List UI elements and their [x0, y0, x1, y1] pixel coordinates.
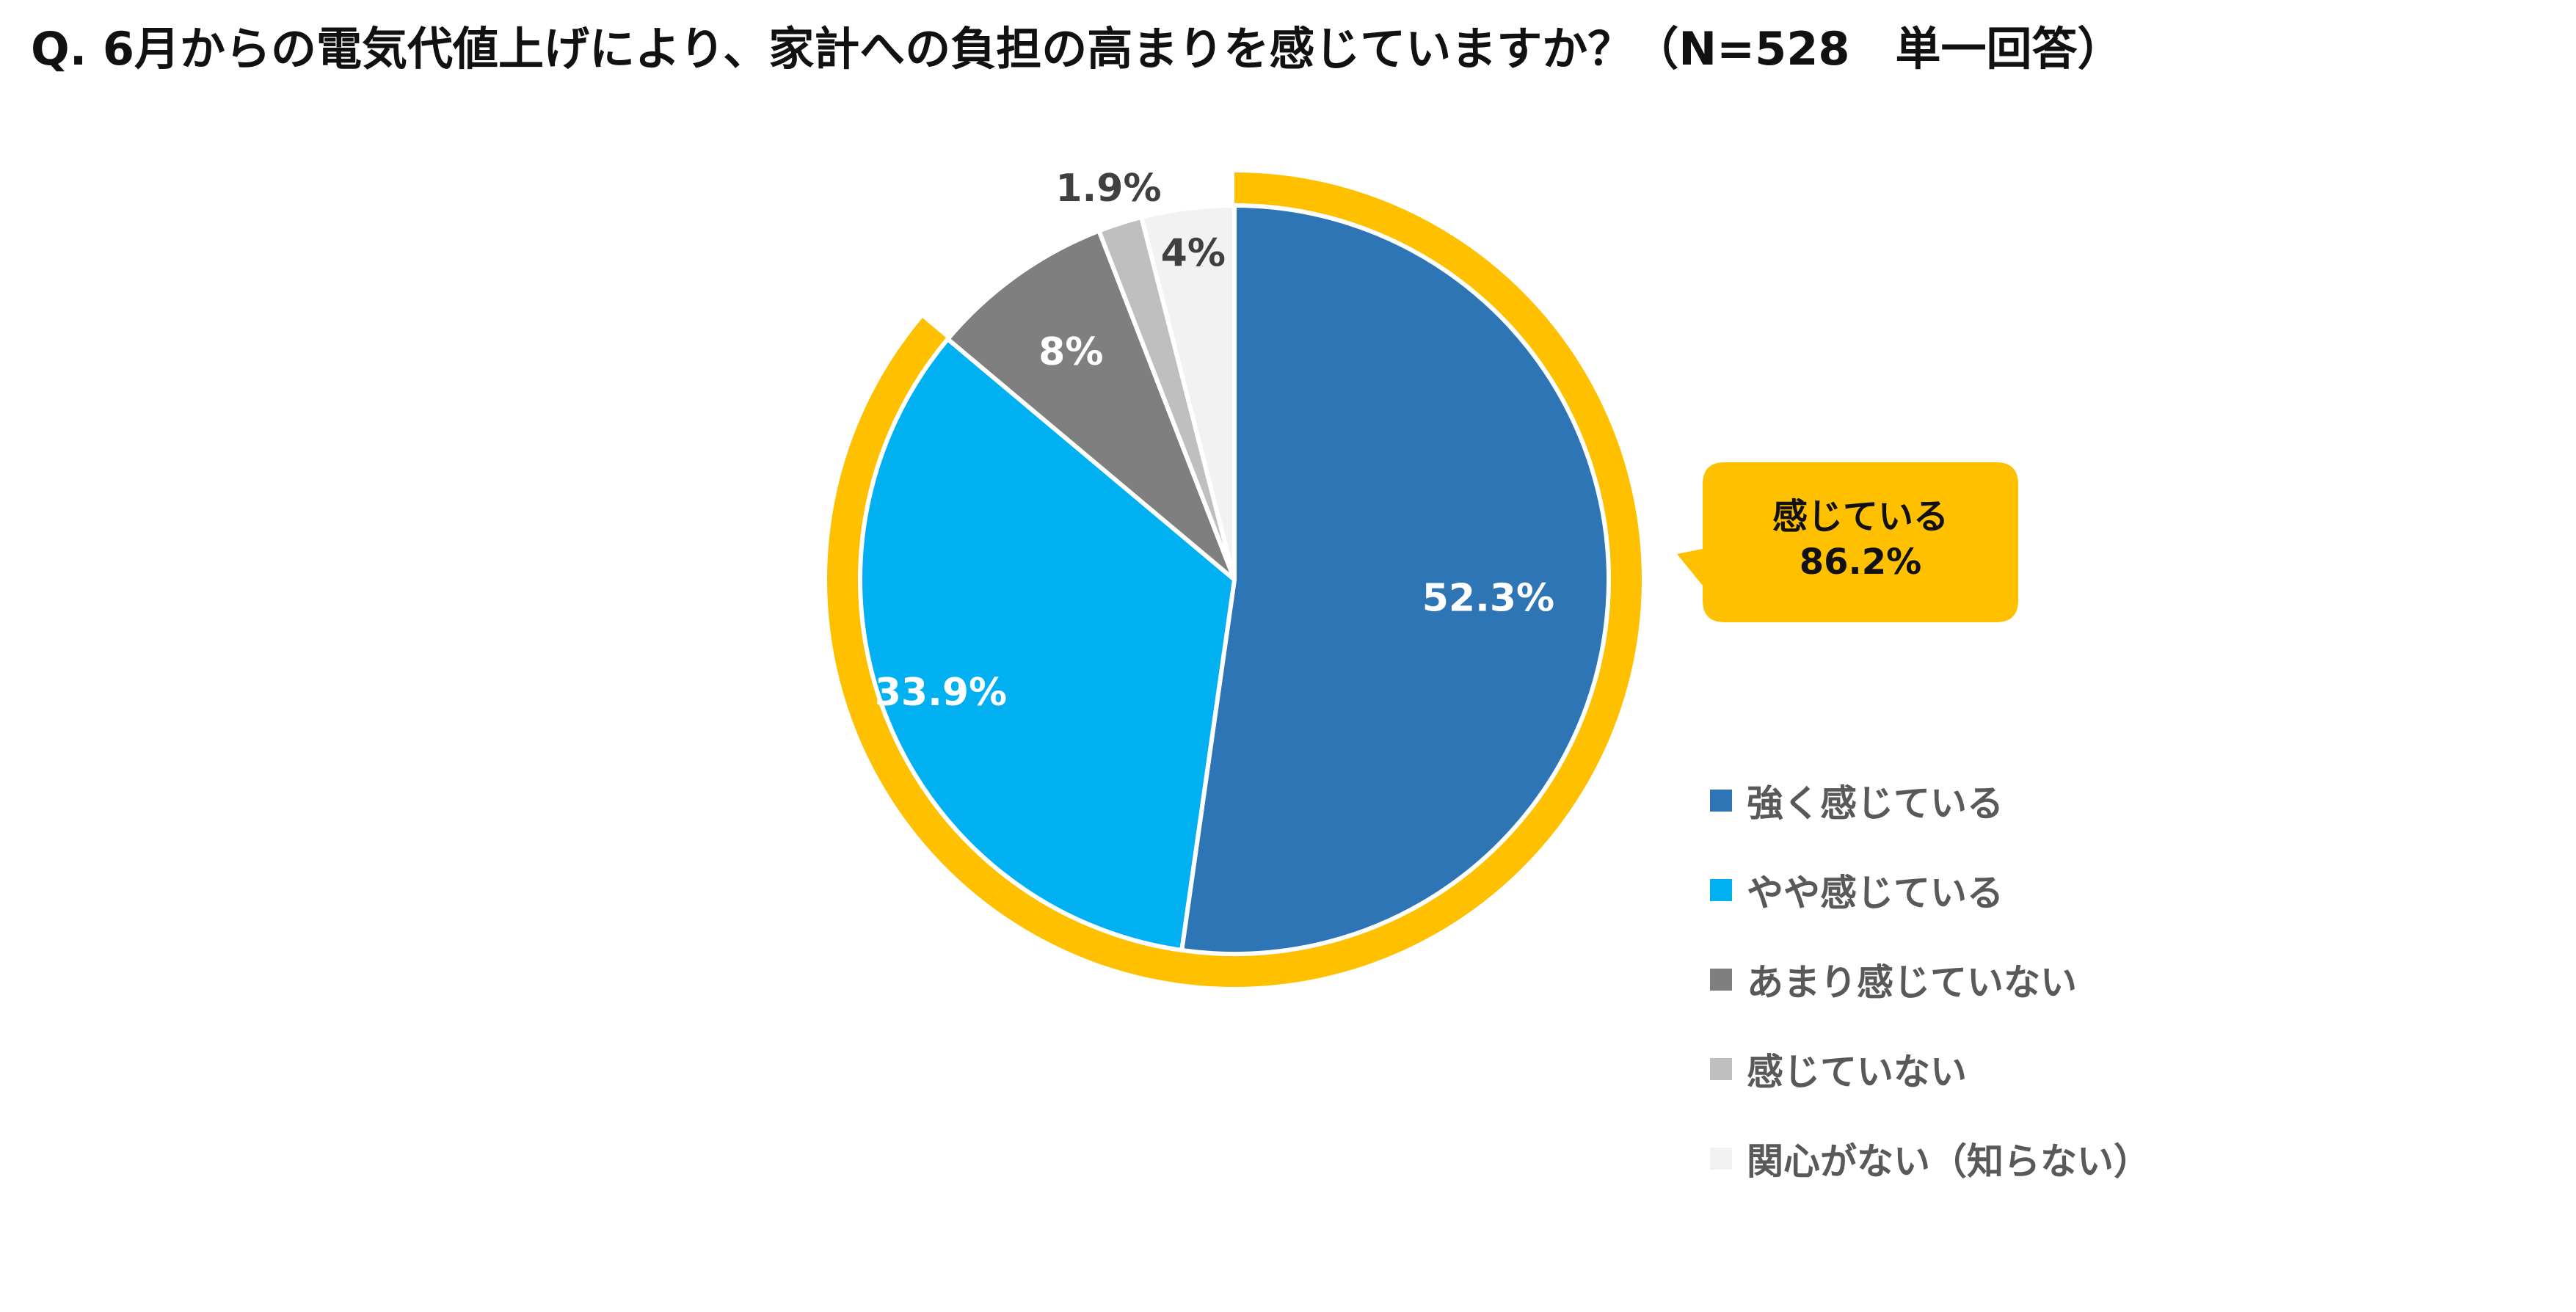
- legend-label: やや感じている: [1747, 872, 2004, 914]
- legend-swatch: [1710, 1058, 1732, 1080]
- legend-item: 関心がない（知らない）: [1710, 1114, 2150, 1203]
- legend-item: やや感じている: [1710, 845, 2150, 935]
- legend-swatch: [1710, 790, 1732, 812]
- legend-swatch: [1710, 969, 1732, 991]
- chart-title: Q. 6月からの電気代値上げにより、家計への負担の高まりを感じていますか？（N=…: [31, 22, 2123, 76]
- legend-swatch: [1710, 879, 1732, 901]
- pie-slice-5: [1139, 203, 1237, 582]
- pie-slice-2: [857, 337, 1237, 952]
- callout-bubble: [1677, 462, 2018, 622]
- legend-label: 関心がない（知らない）: [1747, 1140, 2150, 1183]
- data-label-3: 8%: [1038, 330, 1103, 374]
- callout-value: 86.2%: [1800, 542, 1922, 583]
- legend-item: 強く感じている: [1710, 756, 2150, 845]
- data-label-1: 52.3%: [1422, 576, 1554, 620]
- legend-label: あまり感じていない: [1747, 961, 2077, 1004]
- legend-swatch: [1710, 1148, 1732, 1170]
- callout-label: 感じている: [1772, 496, 1949, 537]
- legend-item: 感じていない: [1710, 1024, 2150, 1114]
- pie-slice-1: [1179, 203, 1611, 956]
- pie-slice-3: [945, 228, 1237, 582]
- legend: 強く感じている やや感じているあまり感じていない 感じていない関心がない（知らない）: [1710, 756, 2150, 1203]
- legend-label: 感じていない: [1747, 1051, 1967, 1093]
- legend-label: 強く感じている: [1747, 782, 2004, 825]
- callout: 感じている 86.2%: [1677, 462, 2018, 622]
- data-label-2: 33.9%: [875, 671, 1007, 715]
- legend-item: あまり感じていない: [1710, 935, 2150, 1024]
- data-label-5: 4%: [1161, 232, 1226, 276]
- data-label-4: 1.9%: [1055, 167, 1161, 211]
